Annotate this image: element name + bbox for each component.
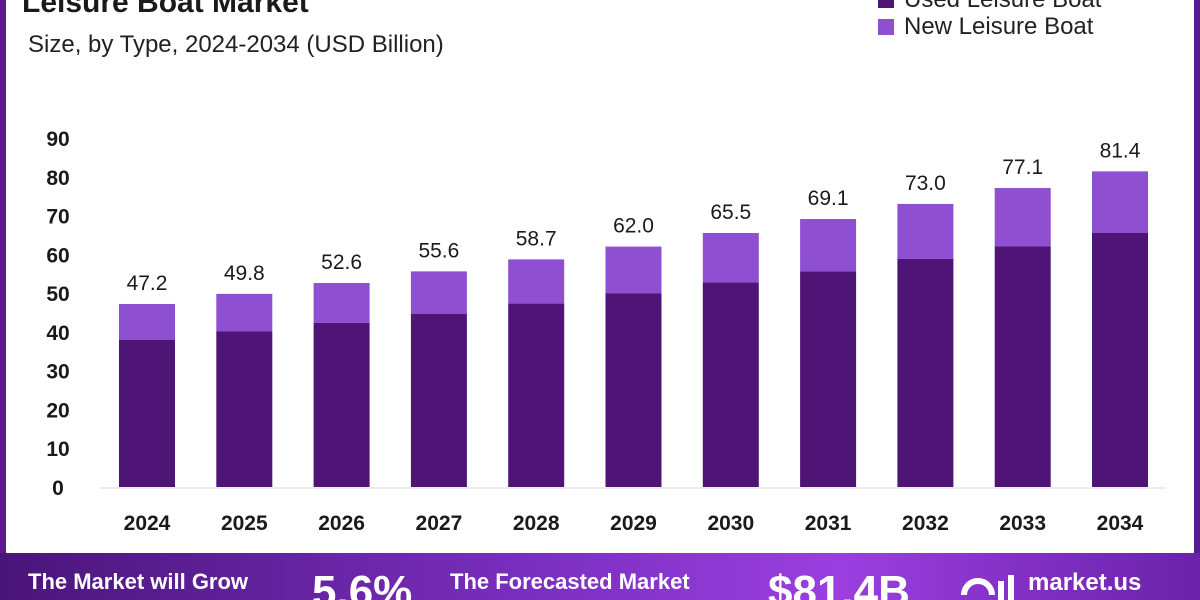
footer-cagr-value: 5.6%: [312, 567, 413, 600]
y-tick-label: 60: [46, 244, 69, 267]
left-border: [0, 0, 6, 560]
y-tick-label: 50: [46, 283, 69, 306]
legend-item-used: Used Leisure Boat: [878, 0, 1101, 13]
bar-used: [216, 331, 273, 487]
bar-new: [119, 303, 175, 340]
bar-used: [508, 303, 565, 487]
y-tick-label: 20: [46, 399, 69, 422]
bar-new: [897, 203, 954, 259]
legend-swatch-used: [878, 0, 894, 8]
y-tick-label: 80: [46, 167, 69, 190]
bar-total-label: 55.6: [418, 239, 459, 262]
bar-new: [1092, 171, 1148, 234]
x-tick-label: 2029: [610, 512, 657, 535]
bar-new: [702, 233, 759, 283]
bar-used: [119, 339, 175, 487]
x-tick-label: 2033: [999, 512, 1046, 535]
bar-new: [508, 259, 565, 304]
bar-new: [410, 271, 467, 314]
x-tick-label: 2031: [805, 512, 852, 535]
legend-swatch-new: [878, 18, 894, 35]
bar-new: [800, 219, 857, 272]
x-tick-label: 2028: [513, 512, 560, 535]
legend-item-new: New Leisure Boat: [878, 13, 1101, 40]
footer-forecast-value: $81.4B: [768, 567, 910, 600]
x-tick-label: 2027: [416, 512, 463, 535]
bar-total-label: 65.5: [710, 201, 751, 224]
market-us-logo-icon: [961, 575, 1014, 600]
bar-total-label: 52.6: [321, 251, 362, 274]
bar-total-label: 69.1: [808, 187, 849, 210]
bar-chart: 010203040506070809047.2202449.8202552.62…: [46, 128, 1166, 535]
x-tick-label: 2025: [221, 512, 268, 535]
footer-grow-label: The Market will Grow: [28, 569, 249, 594]
chart-title: Leisure Boat Market: [22, 0, 309, 19]
chart-subtitle: Size, by Type, 2024-2034 (USD Billion): [28, 31, 444, 58]
bar-total-label: 81.4: [1100, 139, 1141, 162]
footer-brand: market.us: [1028, 569, 1142, 596]
y-tick-label: 40: [46, 322, 69, 345]
x-tick-label: 2034: [1097, 512, 1144, 535]
x-tick-label: 2024: [124, 512, 171, 535]
legend-label-used: Used Leisure Boat: [904, 0, 1101, 14]
bar-used: [313, 322, 370, 487]
x-tick-label: 2032: [902, 512, 949, 535]
y-tick-label: 10: [46, 438, 69, 461]
bar-new: [313, 283, 370, 323]
bar-total-label: 49.8: [224, 262, 265, 285]
x-tick-label: 2026: [318, 512, 365, 535]
bar-used: [1092, 233, 1148, 487]
bar-used: [605, 293, 662, 487]
y-tick-label: 0: [52, 477, 64, 500]
bar-used: [410, 313, 467, 487]
bar-used: [897, 258, 954, 487]
footer-forecast-label: The Forecasted Market: [450, 569, 690, 594]
bar-total-label: 73.0: [905, 172, 946, 195]
right-border: [1194, 0, 1200, 560]
x-tick-label: 2030: [707, 512, 754, 535]
bar-used: [702, 282, 759, 487]
y-tick-label: 90: [46, 128, 69, 151]
bar-total-label: 47.2: [127, 272, 168, 295]
bar-total-label: 77.1: [1002, 156, 1043, 179]
footer-banner: The Market will Grow 5.6% The Forecasted…: [0, 553, 1200, 600]
legend: Used Leisure Boat New Leisure Boat: [878, 0, 1101, 40]
bar-new: [994, 188, 1051, 247]
bar-new: [605, 246, 662, 294]
bar-new: [216, 293, 273, 332]
legend-label-new: New Leisure Boat: [904, 12, 1094, 40]
bar-total-label: 62.0: [613, 215, 654, 238]
bar-used: [994, 246, 1051, 487]
y-tick-label: 70: [46, 206, 69, 229]
bar-total-label: 58.7: [516, 227, 557, 250]
bar-used: [800, 271, 857, 487]
y-tick-label: 30: [46, 361, 69, 384]
